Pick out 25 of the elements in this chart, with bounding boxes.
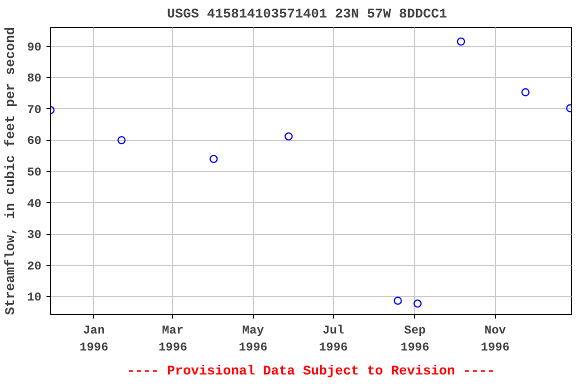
point [413, 299, 422, 308]
y-tick-label: 40 [27, 196, 42, 211]
x-tick-label: Jul 1996 [318, 324, 348, 354]
point [210, 154, 218, 164]
y-tick-label: 20 [27, 259, 42, 274]
point [284, 132, 293, 141]
x-tick-label: Nov 1996 [480, 324, 510, 354]
y-tick-label: 70 [27, 102, 42, 117]
y-tick-label: 30 [27, 228, 42, 242]
x-tick-label: Mar 1996 [158, 324, 188, 354]
x-tick-label: Sep 1996 [400, 324, 430, 354]
point [117, 136, 126, 144]
y-tick-label: 10 [27, 290, 42, 305]
x-tick-label: Jan 1996 [80, 324, 108, 354]
point [521, 88, 530, 96]
text: ---- Provisional Data Subject to Revision ---- [127, 364, 495, 380]
point [394, 296, 402, 305]
point [456, 37, 466, 46]
y-tick-label: 60 [27, 134, 42, 148]
y-tick-label: 80 [27, 72, 42, 86]
y-tick-label: 90 [27, 40, 42, 54]
x-tick-label: May 1996 [238, 324, 268, 354]
y-axis-title: Streamflow, in cubic feet per second [4, 27, 20, 315]
chart-title: USGS 415814103571401 23N 57W 8DDCC1 [167, 8, 447, 22]
y-tick-label: 50 [27, 165, 42, 180]
